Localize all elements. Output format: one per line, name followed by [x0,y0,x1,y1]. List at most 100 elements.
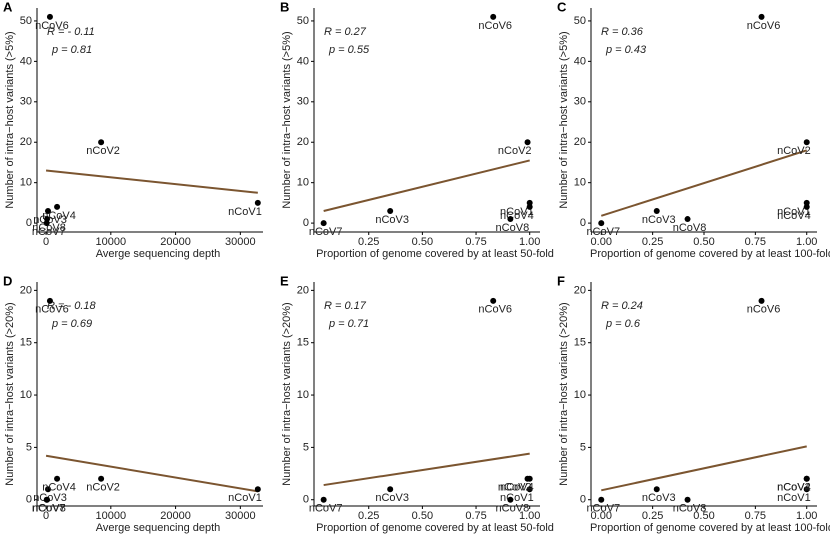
panel: C 0 10 20 30 40 50 0.00 0.25 0.50 0.75 1.00Proporti… [557,0,830,260]
point-label: nCoV3 [33,214,67,226]
x-tick-label: 0.50 [412,510,433,522]
x-tick-label: 0.50 [412,236,433,248]
y-axis-label: Number of intra−host variants (>20%) [4,302,16,485]
x-tick-label: 20000 [160,510,191,522]
x-tick-label: 0.25 [642,236,663,248]
y-tick-label: 20 [297,284,309,296]
data-point [98,475,105,482]
y-tick-label: 10 [574,389,586,401]
point-label: nCoV7 [586,226,620,238]
data-point [598,496,605,503]
point-label: nCoV4 [500,482,534,494]
y-tick-label: 50 [20,15,32,27]
point-label: nCoV6 [478,304,512,316]
point-label: nCoV4 [42,482,76,494]
x-tick-label: 30000 [225,510,256,522]
x-axis-label: Averge sequencing depth [96,248,221,260]
point-label: nCoV7 [32,503,66,515]
stat-annotation: p = 0.71 [328,318,369,330]
x-axis-label: Averge sequencing depth [96,522,221,534]
x-tick-label: 0.25 [358,510,379,522]
x-tick-label: 0.75 [465,236,486,248]
stat-annotation: R = 0.27 [324,26,367,38]
data-point [320,496,327,503]
data-point [45,207,52,214]
x-axis-label: Proportion of genome covered by at least… [316,248,554,260]
x-tick-label: 1.00 [796,236,817,248]
y-tick-label: 40 [297,55,309,67]
data-point [684,496,691,503]
x-axis-label: Proportion of genome covered by at least… [590,248,830,260]
point-label: nCoV2 [777,145,811,157]
y-tick-label: 5 [580,441,586,453]
point-label: nCoV8 [496,222,530,234]
point-label: nCoV1 [228,492,262,504]
stat-annotation: p = 0.69 [51,318,92,330]
y-axis-label: Number of intra−host variants (>5%) [558,31,570,208]
point-label: nCoV1 [228,206,262,218]
y-tick-label: 20 [20,136,32,148]
x-tick-label: 0.00 [591,510,612,522]
y-tick-label: 40 [20,55,32,67]
point-label: nCoV3 [642,492,676,504]
x-tick-label: 10000 [96,236,127,248]
panel-letter: D [3,273,12,288]
data-point [803,203,810,210]
data-point [387,486,394,493]
point-label: nCoV8 [673,222,707,234]
stat-annotation: p = 0.55 [328,44,370,56]
panel: A 0 10 20 30 40 50 0 10000 20000 30000 Averge seque… [3,0,263,260]
panel-letter: F [557,273,565,288]
stat-annotation: p = 0.43 [605,44,647,56]
x-tick-label: 0.25 [642,510,663,522]
x-tick-label: 1.00 [796,510,817,522]
y-tick-label: 50 [297,15,309,27]
stat-annotation: R = - 0.18 [47,300,96,312]
point-label: nCoV6 [35,20,69,32]
point-label: nCoV1 [777,206,811,218]
y-tick-label: 0 [580,494,586,506]
x-tick-label: 0.50 [693,236,714,248]
point-label: nCoV4 [500,210,534,222]
point-label: nCoV6 [478,20,512,32]
y-axis-label: Number of intra−host variants (>20%) [281,302,293,485]
data-point [803,486,810,493]
point-label: nCoV6 [747,20,781,32]
data-point [46,297,53,304]
point-label: nCoV7 [309,226,343,238]
y-tick-label: 50 [574,15,586,27]
fit-line [323,159,530,212]
point-label: nCoV2 [777,482,811,494]
fit-line [323,452,530,487]
y-tick-label: 30 [574,96,586,108]
point-label: nCoV6 [747,304,781,316]
y-tick-label: 20 [20,284,32,296]
point-label: nCoV2 [86,145,120,157]
data-point [387,207,394,214]
data-point [44,216,51,223]
x-tick-label: 0.75 [745,236,766,248]
data-point [46,13,53,20]
point-label: nCoV7 [32,226,66,238]
panel-letter: E [280,273,289,288]
data-point [803,475,810,482]
y-tick-label: 5 [303,441,309,453]
stat-annotation: R = 0.36 [601,26,644,38]
y-axis-label: Number of intra−host variants (>5%) [4,31,16,208]
y-axis-label: Number of intra−host variants (>20%) [558,302,570,485]
point-label: nCoV8 [673,503,707,515]
fit-line [600,149,808,217]
stat-annotation: p = 0.81 [51,44,92,56]
point-label: nCoV8 [32,222,66,234]
y-tick-label: 10 [20,177,32,189]
y-tick-label: 10 [297,389,309,401]
data-point [524,139,531,146]
stat-annotation: R = 0.24 [601,300,643,312]
x-tick-label: 0.75 [745,510,766,522]
y-tick-label: 15 [297,337,309,349]
y-tick-label: 40 [574,55,586,67]
x-tick-label: 0 [43,236,49,248]
panel: D 0 5 10 15 20 0 10000 20000 30000 Averge sequenci… [3,273,263,534]
